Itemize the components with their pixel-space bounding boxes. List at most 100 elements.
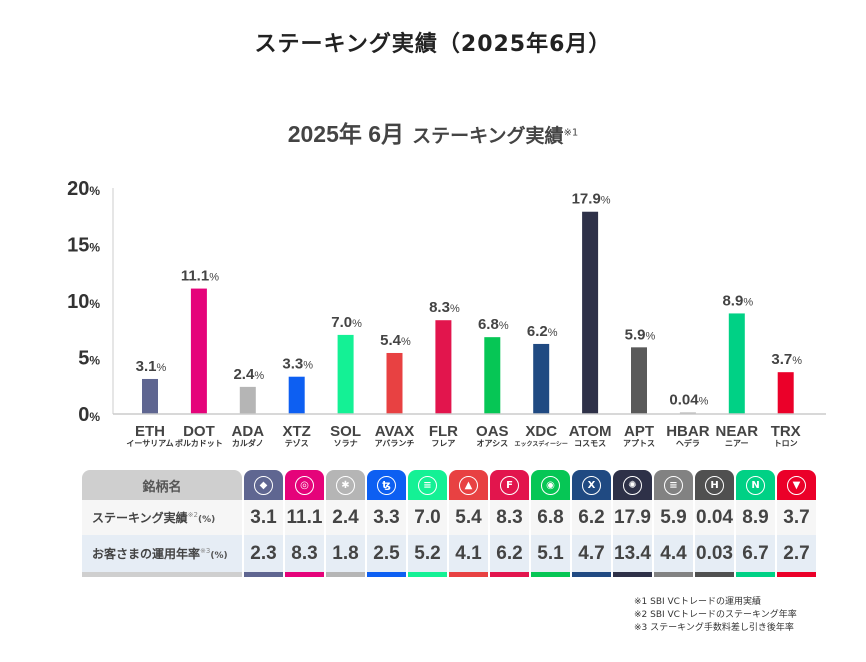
cell-atom: 17.9 (613, 500, 652, 535)
value-label: 17.9% (572, 191, 611, 208)
y-tick-label: 20% (67, 178, 100, 200)
footer-stripe-eth (244, 572, 283, 577)
hedera-icon: H (705, 476, 724, 495)
cell-dot: 8.3 (285, 535, 324, 572)
chart-title: 2025年 6月 ステーキング実績※1 (0, 115, 866, 149)
cell-apt: 4.4 (654, 535, 693, 572)
tron-icon: ▼ (787, 476, 806, 495)
x-tick-sublabel: フレア (431, 439, 455, 448)
bar-near (728, 313, 745, 414)
x-tick-label: XDC (525, 423, 557, 440)
value-label: 8.9% (722, 292, 753, 309)
cell-near: 6.7 (736, 535, 775, 572)
value-label: 6.2% (527, 323, 558, 340)
footnotes: ※1 SBI VCトレードの運用実績 ※2 SBI VCトレードのステーキング年… (634, 596, 797, 635)
x-tick-sublabel: カルダノ (232, 438, 264, 448)
avalanche-icon: ▲ (459, 476, 478, 495)
row-label-unit: (%) (197, 515, 216, 525)
row-label-note: ※2 (187, 511, 198, 519)
bar-atom (582, 211, 599, 414)
bar-chart: 0% 5% 10% 15% 20% 3.1% 11.1% 2.4% 3.3% 7.0% 5.4% 8… (67, 178, 826, 448)
cosmos-icon: ✺ (623, 476, 642, 495)
bar-apt (631, 347, 647, 414)
x-tick-label: XTZ (283, 423, 311, 440)
x-tick-sublabel: ポルカドット (175, 438, 223, 448)
x-tick-label: AVAX (375, 423, 414, 440)
row-label: ステーキング実績※2(%) (82, 500, 242, 535)
footnote-1: ※1 SBI VCトレードの運用実績 (634, 597, 761, 607)
footer-stripe-label (82, 572, 242, 577)
x-tick-label: FLR (429, 423, 458, 440)
x-tick-sublabel: エックスディーシー (515, 440, 568, 448)
cell-flr: 8.3 (490, 500, 529, 535)
coin-header-hbar: H (695, 470, 734, 500)
coin-header-near: N (736, 470, 775, 500)
cell-sol: 7.0 (408, 500, 447, 535)
xdc-icon: X (582, 476, 601, 495)
cell-hbar: 0.03 (695, 535, 734, 572)
y-tick-label: 0% (78, 404, 100, 426)
value-label: 5.4% (380, 332, 411, 349)
footer-stripe-dot (285, 572, 324, 577)
chart-title-date: 2025年 6月 (287, 121, 405, 147)
bar-ada (239, 386, 256, 414)
coin-header-ada: ✱ (326, 470, 365, 500)
x-tick-label: TRX (771, 423, 801, 440)
tezos-icon: ꜩ (377, 476, 396, 495)
footer-stripe-apt (654, 572, 693, 577)
x-tick-sublabel: ソラナ (334, 439, 358, 448)
x-tick-label: DOT (183, 423, 215, 440)
coin-header-trx: ▼ (777, 470, 816, 500)
aptos-icon: ≡ (664, 476, 683, 495)
table-header-row: 銘柄名 ◆ ◎ ✱ ꜩ ≡ ▲ F ◉ X ✺ ≡ H N ▼ (82, 470, 816, 500)
cell-dot: 11.1 (285, 500, 324, 535)
x-tick-label: ATOM (569, 423, 612, 440)
cell-sol: 5.2 (408, 535, 447, 572)
y-axis: 0% 5% 10% 15% 20% (67, 178, 114, 426)
x-tick-label: HBAR (666, 423, 709, 440)
x-tick-sublabel: アバランチ (375, 439, 415, 448)
cell-xdc: 4.7 (572, 535, 611, 572)
x-tick-sublabel: コスモス (574, 439, 606, 448)
value-label: 3.7% (771, 351, 802, 368)
footer-stripe-near (736, 572, 775, 577)
cell-ada: 2.4 (326, 500, 365, 535)
row-label-text: お客さまの運用年率 (92, 547, 201, 561)
coin-header-sol: ≡ (408, 470, 447, 500)
footer-stripe-avax (449, 572, 488, 577)
row-label: お客さまの運用年率※3(%) (82, 535, 242, 572)
footer-stripe-ada (326, 572, 365, 577)
x-tick-label: SOL (330, 423, 361, 440)
footer-stripe-oas (531, 572, 570, 577)
bar-oas (484, 337, 501, 414)
x-tick-sublabel: トロン (774, 439, 798, 448)
bar-avax (386, 352, 403, 414)
x-tick-label: APT (624, 423, 654, 440)
table-footer-stripe (82, 572, 816, 577)
bar-eth (142, 378, 158, 414)
coin-header-flr: F (490, 470, 529, 500)
x-tick-sublabel: イーサリアム (126, 439, 173, 448)
row-label-text: ステーキング実績 (92, 511, 188, 525)
value-label: 6.8% (478, 316, 509, 333)
cell-eth: 2.3 (244, 535, 283, 572)
bars: 3.1% 11.1% 2.4% 3.3% 7.0% 5.4% 8.3% 6.8% 6.2% 17.… (136, 191, 802, 414)
row-label-unit: (%) (210, 551, 228, 561)
footer-stripe-trx (777, 572, 816, 577)
value-label: 5.9% (625, 326, 656, 343)
x-tick-label: NEAR (716, 423, 759, 440)
oasys-icon: ◉ (541, 476, 560, 495)
coin-header-eth: ◆ (244, 470, 283, 500)
ethereum-icon: ◆ (254, 476, 273, 495)
x-tick-sublabel: ヘデラ (676, 438, 700, 448)
cardano-icon: ✱ (336, 476, 355, 495)
value-label: 11.1% (181, 268, 219, 285)
solana-icon: ≡ (418, 476, 437, 495)
row-label-note: ※3 (200, 547, 211, 555)
coin-header-xdc: X (572, 470, 611, 500)
coin-header-xtz: ꜩ (367, 470, 406, 500)
cell-hbar: 0.04 (695, 500, 734, 535)
x-tick-label: ADA (232, 423, 265, 440)
footnote-2: ※2 SBI VCトレードのステーキング年率 (634, 610, 797, 620)
